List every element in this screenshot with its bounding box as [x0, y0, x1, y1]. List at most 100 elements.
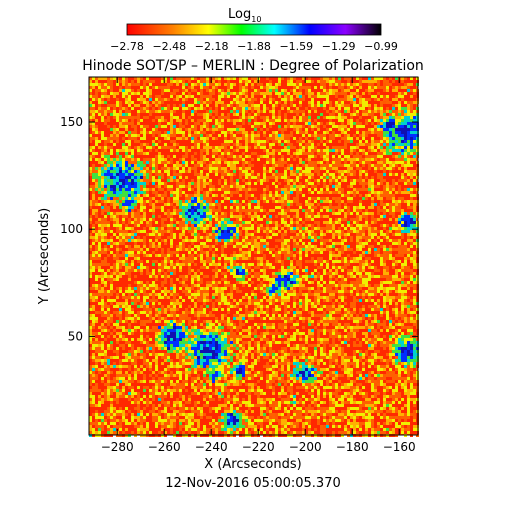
heatmap-cell [362, 200, 365, 203]
heatmap-cell [386, 188, 389, 191]
heatmap-cell [305, 164, 308, 167]
heatmap-cell [119, 206, 122, 209]
heatmap-cell [164, 206, 167, 209]
heatmap-cell [269, 122, 272, 125]
heatmap-cell [131, 173, 134, 176]
heatmap-cell [185, 104, 188, 107]
heatmap-cell [206, 185, 209, 188]
heatmap-cell [215, 200, 218, 203]
heatmap-cell [182, 98, 185, 101]
heatmap-cell [329, 140, 332, 143]
heatmap-cell [173, 209, 176, 212]
heatmap-cell [305, 131, 308, 134]
heatmap-cell [296, 161, 299, 164]
heatmap-cell [326, 209, 329, 212]
heatmap-cell [305, 146, 308, 149]
heatmap-cell [230, 173, 233, 176]
heatmap-cell [209, 206, 212, 209]
heatmap-cell [185, 131, 188, 134]
heatmap-cell [203, 125, 206, 128]
heatmap-cell [155, 200, 158, 203]
heatmap-cell [326, 194, 329, 197]
heatmap-cell [308, 209, 311, 212]
heatmap-cell [137, 125, 140, 128]
heatmap-cell [251, 209, 254, 212]
heatmap-cell [125, 134, 128, 137]
heatmap-cell [182, 95, 185, 98]
heatmap-cell [311, 134, 314, 137]
heatmap-cell [206, 209, 209, 212]
heatmap-cell [140, 158, 143, 161]
heatmap-cell [344, 77, 347, 80]
heatmap-cell [260, 221, 263, 224]
heatmap-cell [122, 95, 125, 98]
heatmap-cell [230, 200, 233, 203]
heatmap-cell [206, 221, 209, 224]
heatmap-cell [398, 164, 401, 167]
heatmap-cell [107, 215, 110, 218]
heatmap-cell [128, 134, 131, 137]
heatmap-cell [353, 212, 356, 215]
heatmap-cell [98, 164, 101, 167]
heatmap-cell [395, 83, 398, 86]
heatmap-cell [254, 125, 257, 128]
heatmap-cell [209, 149, 212, 152]
heatmap-cell [95, 107, 98, 110]
heatmap-cell [119, 203, 122, 206]
heatmap-cell [317, 194, 320, 197]
heatmap-cell [260, 104, 263, 107]
heatmap-cell [119, 110, 122, 113]
heatmap-cell [311, 128, 314, 131]
heatmap-cell [149, 125, 152, 128]
heatmap-cell [386, 95, 389, 98]
heatmap-cell [275, 200, 278, 203]
heatmap-cell [350, 149, 353, 152]
heatmap-cell [410, 95, 413, 98]
heatmap-cell [131, 86, 134, 89]
heatmap-cell [209, 200, 212, 203]
heatmap-cell [122, 92, 125, 95]
heatmap-cell [215, 218, 218, 221]
heatmap-cell [107, 170, 110, 173]
heatmap-cell [107, 188, 110, 191]
heatmap-cell [110, 155, 113, 158]
heatmap-cell [143, 95, 146, 98]
heatmap-cell [338, 128, 341, 131]
heatmap-cell [134, 188, 137, 191]
heatmap-cell [398, 146, 401, 149]
heatmap-cell [209, 215, 212, 218]
heatmap-cell [143, 125, 146, 128]
heatmap-cell [161, 134, 164, 137]
heatmap-cell [104, 110, 107, 113]
heatmap-cell [380, 89, 383, 92]
heatmap-cell [128, 125, 131, 128]
heatmap-cell [242, 95, 245, 98]
heatmap-cell [338, 215, 341, 218]
heatmap-cell [149, 209, 152, 212]
heatmap-cell [338, 161, 341, 164]
heatmap-cell [92, 140, 95, 143]
heatmap-cell [323, 200, 326, 203]
heatmap-cell [176, 119, 179, 122]
heatmap-cell [275, 194, 278, 197]
heatmap-cell [167, 185, 170, 188]
heatmap-cell [191, 140, 194, 143]
heatmap-cell [326, 146, 329, 149]
heatmap-cell [191, 215, 194, 218]
heatmap-cell [380, 194, 383, 197]
heatmap-cell [329, 149, 332, 152]
heatmap-cell [290, 200, 293, 203]
heatmap-cell [149, 98, 152, 101]
heatmap-cell [212, 98, 215, 101]
heatmap-cell [158, 110, 161, 113]
heatmap-cell [293, 140, 296, 143]
heatmap-cell [245, 113, 248, 116]
heatmap-cell [248, 218, 251, 221]
heatmap-cell [164, 125, 167, 128]
heatmap-cell [158, 224, 161, 227]
heatmap-cell [104, 191, 107, 194]
heatmap-cell [251, 182, 254, 185]
heatmap-cell [320, 107, 323, 110]
heatmap-cell [179, 119, 182, 122]
heatmap-cell [338, 185, 341, 188]
